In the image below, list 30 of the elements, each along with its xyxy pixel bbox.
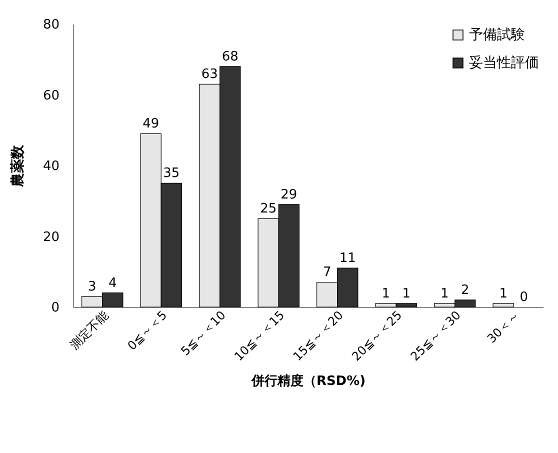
x-tick-label: 測定不能	[67, 308, 111, 352]
x-tick-label: 5≦～＜10	[178, 308, 228, 358]
data-label: 1	[402, 286, 411, 302]
y-tick-label: 80	[42, 18, 60, 32]
x-tick-label: 0≦～＜5	[124, 308, 170, 353]
data-label: 3	[88, 279, 96, 294]
data-label: 25	[260, 202, 277, 217]
y-tick-label: 40	[42, 159, 60, 174]
data-label: 1	[440, 286, 449, 302]
y-axis-title: 農薬数	[10, 144, 26, 188]
data-label: 49	[142, 116, 160, 132]
data-label: 7	[322, 265, 332, 280]
x-tick-label: 30＜～	[484, 308, 522, 346]
data-label: 35	[163, 166, 180, 182]
data-label: 68	[222, 49, 238, 64]
data-label: 63	[201, 67, 218, 82]
legend-label: 予備試験	[469, 27, 525, 43]
data-label: 1	[499, 286, 508, 302]
data-label: 4	[108, 276, 117, 291]
data-label: 1	[382, 286, 390, 302]
x-axis-title: 併行精度（RSD%)	[250, 372, 366, 389]
data-label: 2	[461, 282, 470, 298]
data-label: 29	[280, 187, 298, 202]
data-label: 11	[339, 251, 356, 266]
legend-label: 妥当性評価	[469, 55, 539, 71]
y-tick-label: 60	[42, 88, 60, 104]
data-label: 0	[520, 290, 528, 305]
y-tick-label: 20	[42, 230, 60, 245]
bar	[492, 303, 514, 308]
y-tick-label: 0	[51, 300, 60, 316]
